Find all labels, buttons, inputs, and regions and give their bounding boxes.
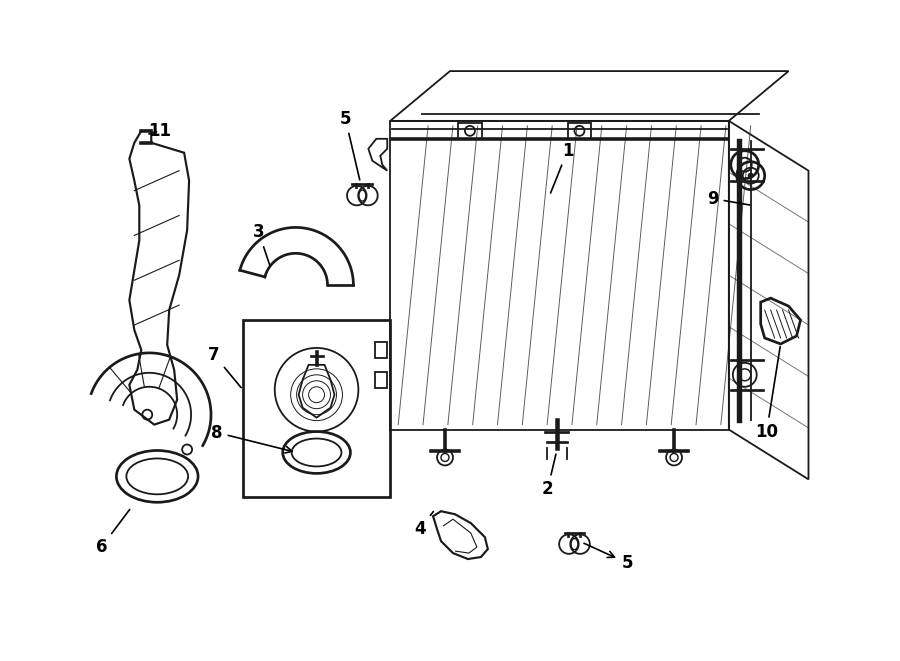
Text: 4: 4 — [414, 512, 434, 538]
Text: 2: 2 — [542, 454, 556, 498]
Text: 5: 5 — [339, 110, 360, 180]
Text: 3: 3 — [253, 223, 270, 266]
Text: 11: 11 — [148, 122, 171, 140]
Text: 6: 6 — [95, 510, 130, 556]
Text: 1: 1 — [551, 141, 573, 193]
Circle shape — [748, 173, 753, 178]
Text: 5: 5 — [584, 543, 633, 572]
Text: 7: 7 — [208, 346, 241, 387]
Text: 8: 8 — [212, 424, 292, 453]
Text: 9: 9 — [707, 190, 750, 208]
Text: 10: 10 — [755, 346, 780, 441]
